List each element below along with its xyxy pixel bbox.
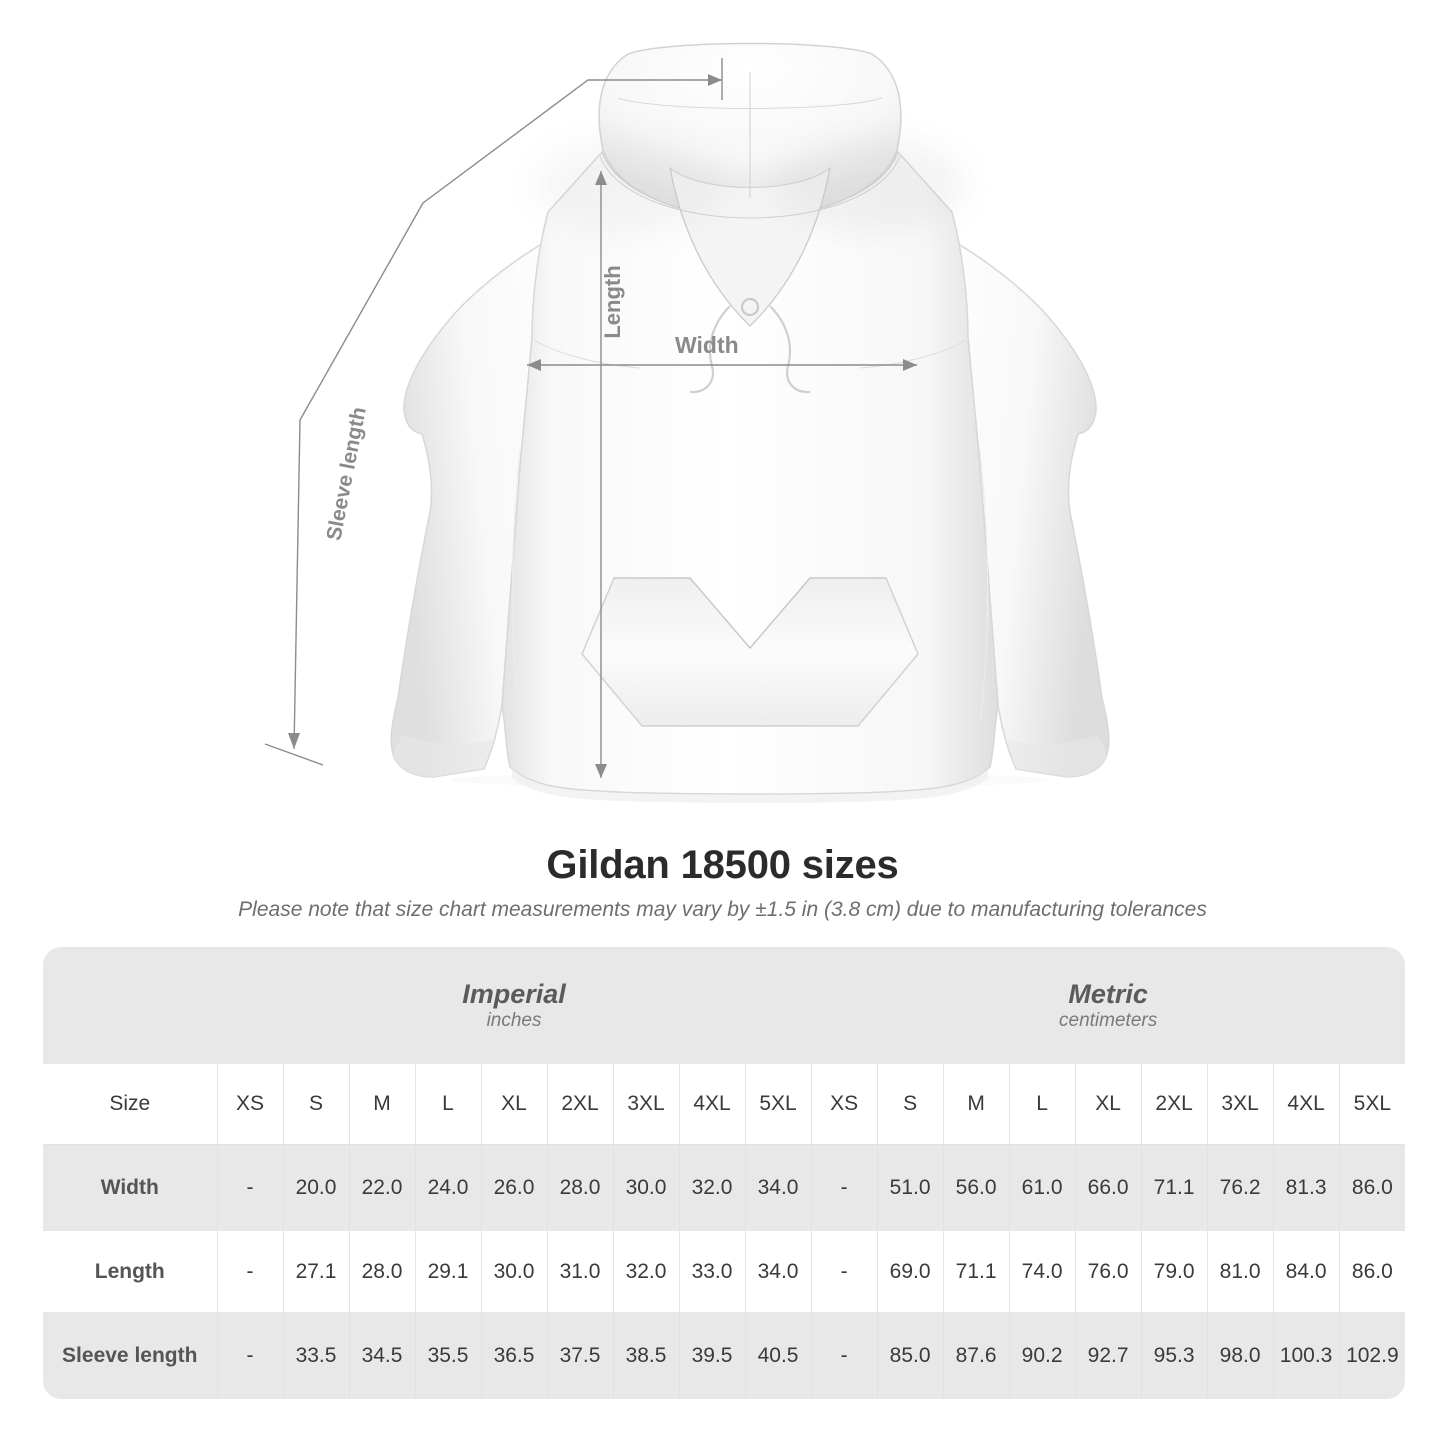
svg-text:Length: Length (600, 265, 625, 338)
svg-text:Width: Width (675, 332, 739, 358)
svg-text:Sleeve length: Sleeve length (322, 405, 370, 542)
